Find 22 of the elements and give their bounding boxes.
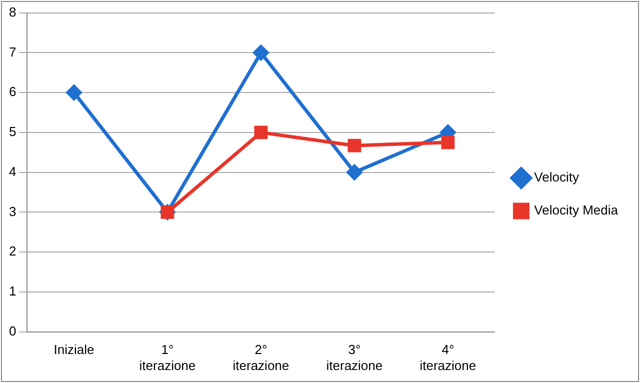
y-tick-label: 1 (8, 284, 16, 299)
x-tick-label: Iniziale (54, 342, 94, 358)
y-tick-label: 0 (8, 323, 16, 338)
point (348, 138, 362, 152)
point (253, 44, 269, 60)
point (441, 136, 455, 150)
y-tick-label: 4 (8, 164, 16, 179)
y-tick-label: 5 (8, 124, 16, 140)
y-tick-label: 3 (8, 204, 16, 219)
y-tick-label: 8 (8, 4, 16, 20)
x-tick-label: 1° iterazione (139, 342, 196, 373)
legend-label: Velocity (534, 170, 580, 185)
x-tick-label: 4° iterazione (420, 342, 476, 373)
point (346, 164, 362, 180)
x-tick-label: 2° iterazione (232, 342, 290, 373)
y-tick-label: 2 (8, 244, 16, 259)
y-tick-label: 6 (8, 84, 16, 100)
legend-label: Velocity Media (534, 202, 619, 218)
y-tick-label: 7 (8, 44, 16, 60)
point (66, 84, 82, 100)
point (254, 126, 268, 140)
x-tick-label: 3° iterazione (326, 342, 383, 373)
